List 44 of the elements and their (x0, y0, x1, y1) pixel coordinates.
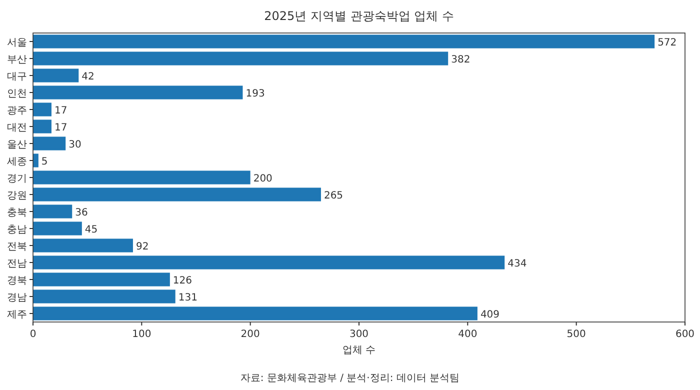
data-label: 30 (68, 140, 82, 150)
y-tick-label: 인천 (7, 88, 27, 100)
y-tick-label: 강원 (7, 190, 27, 202)
y-tick-label: 대구 (7, 72, 27, 82)
y-tick-label: 대전 (7, 122, 27, 134)
data-label: 17 (54, 106, 68, 116)
y-tick-label: 충북 (7, 208, 27, 218)
data-label: 126 (172, 276, 192, 286)
y-tick-label: 제주 (7, 310, 27, 320)
data-label: 131 (178, 292, 198, 304)
data-label: 200 (253, 174, 272, 184)
data-label: 265 (324, 190, 344, 202)
y-tick-label: 울산 (7, 140, 27, 150)
x-tick-label: 300 (349, 329, 369, 340)
y-tick-label: 전북 (7, 242, 27, 252)
data-label: 382 (451, 54, 470, 66)
data-label: 92 (136, 242, 149, 252)
y-tick-label: 충남 (7, 224, 27, 236)
y-tick-label: 전남 (7, 258, 27, 270)
x-tick-label: 600 (675, 329, 695, 340)
x-tick-label: 100 (132, 329, 152, 340)
data-label: 572 (658, 38, 677, 48)
chart-title: 2025년 지역별 관광숙박업 업체 수 (264, 9, 454, 23)
data-label: 5 (41, 156, 48, 168)
x-tick-label: 0 (30, 329, 36, 340)
x-tick-label: 500 (566, 329, 586, 340)
x-tick-label: 200 (240, 329, 260, 340)
y-tick-label: 세종 (7, 156, 27, 168)
y-tick-label: 경남 (7, 292, 27, 304)
y-tick-label: 서울 (7, 38, 27, 48)
data-label: 45 (84, 224, 98, 236)
data-label: 193 (246, 88, 265, 100)
data-label: 42 (82, 72, 94, 82)
x-tick-label: 400 (458, 329, 478, 340)
x-axis-title: 업체 수 (342, 345, 376, 356)
y-tick-label: 경북 (7, 276, 27, 286)
data-label: 409 (480, 310, 500, 320)
text: 자료: 문화체육관광부 / 분석·정리: 데이터 분석팀 (240, 373, 460, 384)
y-tick-label: 경기 (7, 174, 27, 184)
data-label: 434 (508, 258, 527, 270)
y-tick-label: 광주 (7, 106, 27, 116)
data-label: 36 (75, 208, 88, 218)
data-label: 17 (54, 122, 68, 134)
y-tick-label: 부산 (7, 54, 27, 66)
